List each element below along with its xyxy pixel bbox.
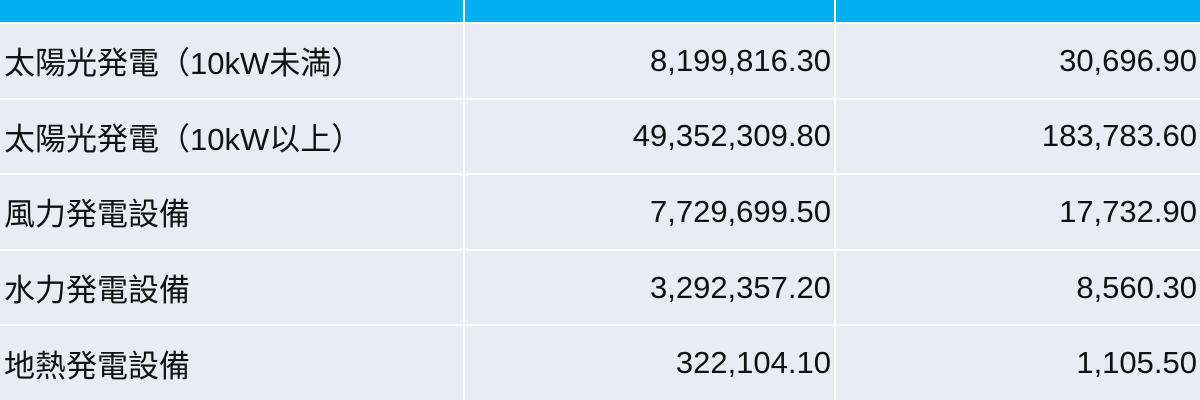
row-label: 太陽光発電（10kW以上）	[0, 99, 463, 174]
header-cell	[465, 0, 834, 22]
header-cell	[0, 0, 463, 22]
value-cell: 3,292,357.20	[465, 250, 834, 325]
value-cell: 8,560.30	[836, 250, 1200, 325]
row-label: 水力発電設備	[0, 250, 463, 325]
header-cell	[836, 0, 1200, 22]
row-label: 地熱発電設備	[0, 326, 463, 400]
row-label: 太陽光発電（10kW未満）	[0, 24, 463, 98]
value-cell: 183,783.60	[836, 99, 1200, 174]
row-label: 風力発電設備	[0, 175, 463, 249]
value-cell: 30,696.90	[836, 24, 1200, 98]
value-cell: 8,199,816.30	[465, 24, 834, 98]
value-cell: 7,729,699.50	[465, 175, 834, 249]
value-cell: 322,104.10	[465, 326, 834, 400]
value-cell: 49,352,309.80	[465, 99, 834, 174]
value-cell: 1,105.50	[836, 326, 1200, 400]
value-cell: 17,732.90	[836, 175, 1200, 249]
